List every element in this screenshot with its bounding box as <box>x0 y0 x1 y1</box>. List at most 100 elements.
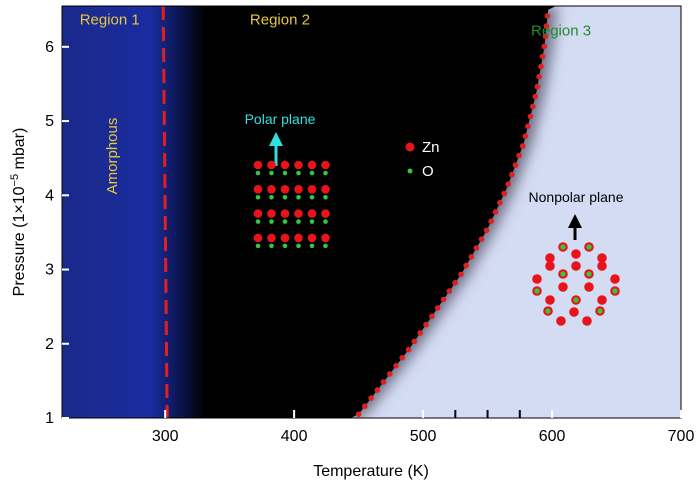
boundary-dot-28 <box>509 171 515 178</box>
legend-o-label: O <box>422 163 434 180</box>
x-tick-label-2: 500 <box>410 428 437 445</box>
region2-label: Region 2 <box>250 12 310 29</box>
boundary-dot-33 <box>525 123 531 130</box>
boundary-dot-29 <box>512 162 519 168</box>
boundary-dot-0 <box>355 411 362 418</box>
polar-o-atom-6 <box>255 195 261 200</box>
polar-o-atom-3 <box>296 170 301 176</box>
polar-zn-atom-6 <box>253 185 263 194</box>
nonpolar-zn-atom-23 <box>582 316 592 326</box>
boundary-dot-18 <box>463 262 470 269</box>
polar-zn-atom-2 <box>280 160 290 170</box>
boundary-dot-27 <box>505 181 512 187</box>
y-axis-label-suffix: mbar) <box>11 128 28 174</box>
polar-zn-atom-0 <box>253 160 263 170</box>
polar-o-atom-21 <box>296 243 301 249</box>
polar-zn-atom-4 <box>307 160 317 170</box>
polar-plane-label: Polar plane <box>245 111 316 127</box>
region3-label: Region 3 <box>531 23 591 40</box>
boundary-dot-11 <box>423 321 429 328</box>
nonpolar-zn-atom-16 <box>545 295 555 305</box>
nonpolar-zn-atom-8 <box>610 274 620 284</box>
boundary-dot-31 <box>519 143 526 149</box>
y-tick-label-5: 6 <box>45 39 54 56</box>
nonpolar-zn-atom-3 <box>571 249 581 259</box>
boundary-dot-19 <box>468 253 475 260</box>
polar-zn-atom-13 <box>267 209 276 218</box>
boundary-dot-1 <box>362 403 368 410</box>
nonpolar-zn-atom-2 <box>545 253 555 263</box>
polar-o-atom-14 <box>282 219 288 224</box>
boundary-dot-3 <box>374 387 381 393</box>
polar-zn-atom-15 <box>294 209 303 218</box>
boundary-dot-16 <box>452 280 458 286</box>
boundary-dot-41 <box>541 43 548 50</box>
x-tick-label-1: 400 <box>281 428 308 445</box>
polar-o-atom-5 <box>323 170 328 176</box>
nonpolar-zn-atom-5 <box>532 274 542 284</box>
polar-o-atom-13 <box>269 219 274 224</box>
y-tick-label-1: 2 <box>45 336 54 353</box>
boundary-dot-36 <box>532 93 539 100</box>
boundary-dot-14 <box>440 296 447 303</box>
nonpolar-zn-atom-10 <box>571 261 581 271</box>
polar-plane-arrow <box>269 132 283 166</box>
polar-zn-atom-5 <box>321 160 330 170</box>
x-tick-label-0: 300 <box>152 428 179 445</box>
nonpolar-o-atom-1 <box>586 244 592 250</box>
boundary-dot-2 <box>368 395 374 401</box>
polar-o-atom-12 <box>255 219 261 224</box>
x-axis-ticks: 300 400 500 600 700 <box>152 410 694 445</box>
polar-zn-atom-19 <box>267 233 276 243</box>
region1-label: Region 1 <box>80 12 140 29</box>
boundary-dot-7 <box>399 355 406 361</box>
boundary-dot-10 <box>417 330 424 336</box>
polar-zn-atom-22 <box>307 233 317 243</box>
polar-zn-atom-7 <box>267 185 276 194</box>
y-axis-label-exponent: −5 <box>9 174 21 187</box>
boundary-dot-15 <box>446 288 453 294</box>
amorphous-label: Amorphous <box>104 118 121 195</box>
polar-o-atom-16 <box>309 219 315 224</box>
polar-o-atom-18 <box>255 243 261 249</box>
polar-o-atom-1 <box>269 170 274 176</box>
boundary-dot-30 <box>516 152 522 159</box>
boundary-dot-8 <box>405 346 412 353</box>
region1-boundary-line <box>161 5 169 419</box>
polar-o-atom-2 <box>282 170 288 176</box>
polar-o-atom-23 <box>323 243 328 249</box>
polar-zn-atom-10 <box>307 185 317 194</box>
polar-zn-atom-11 <box>321 185 330 194</box>
nonpolar-o-atom-0 <box>560 244 566 250</box>
polar-o-atom-8 <box>282 195 288 200</box>
nonpolar-plane-arrow <box>568 214 582 240</box>
polar-o-atom-17 <box>323 219 328 224</box>
boundary-dot-26 <box>501 190 508 197</box>
polar-zn-atom-16 <box>307 209 317 218</box>
boundary-dot-32 <box>522 133 529 139</box>
boundary-dot-42 <box>542 33 549 40</box>
polar-o-atom-0 <box>255 170 261 176</box>
nonpolar-zn-atom-22 <box>556 316 566 326</box>
nonpolar-o-atom-17 <box>573 297 579 303</box>
boundary-dot-21 <box>478 236 485 242</box>
y-tick-label-4: 5 <box>45 113 54 130</box>
nonpolar-zn-atom-11 <box>597 261 607 271</box>
nonpolar-plane-label: Nonpolar plane <box>529 189 624 205</box>
boundary-dot-39 <box>538 63 544 70</box>
nonpolar-zn-atom-9 <box>545 261 555 271</box>
y-tick-label-3: 4 <box>45 187 54 204</box>
boundary-dot-22 <box>483 227 490 234</box>
polar-o-atom-4 <box>309 170 315 176</box>
polar-zn-atom-18 <box>253 233 263 243</box>
y-tick-label-2: 3 <box>45 262 54 279</box>
boundary-dot-6 <box>393 363 399 369</box>
legend-zn-marker <box>405 142 415 152</box>
plot-frame <box>61 5 682 419</box>
nonpolar-zn-atom-20 <box>569 307 579 317</box>
boundary-dot-40 <box>539 53 546 60</box>
polar-o-atom-9 <box>296 195 301 200</box>
boundary-dot-4 <box>380 379 387 385</box>
nonpolar-o-atom-21 <box>597 308 603 314</box>
